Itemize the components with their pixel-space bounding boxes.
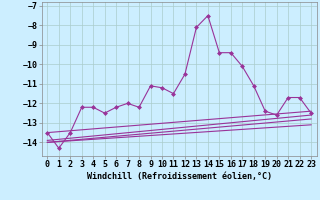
X-axis label: Windchill (Refroidissement éolien,°C): Windchill (Refroidissement éolien,°C)	[87, 172, 272, 181]
